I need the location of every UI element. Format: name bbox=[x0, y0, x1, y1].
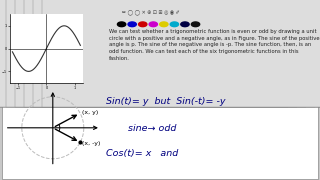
FancyBboxPatch shape bbox=[0, 0, 315, 107]
FancyBboxPatch shape bbox=[15, 0, 320, 107]
Text: Figure: Trig function - Even or Odd function: Figure: Trig function - Even or Odd func… bbox=[13, 87, 98, 91]
Text: sine→ odd: sine→ odd bbox=[128, 124, 176, 133]
FancyBboxPatch shape bbox=[24, 0, 320, 107]
FancyBboxPatch shape bbox=[33, 0, 320, 107]
Text: Cos(t)= x   and: Cos(t)= x and bbox=[106, 149, 178, 158]
FancyBboxPatch shape bbox=[42, 0, 320, 107]
Circle shape bbox=[149, 22, 157, 27]
Text: Sin(t)= y  but  Sin(-t)= -y: Sin(t)= y but Sin(-t)= -y bbox=[106, 97, 225, 106]
FancyBboxPatch shape bbox=[6, 0, 320, 107]
Circle shape bbox=[170, 22, 179, 27]
FancyBboxPatch shape bbox=[0, 0, 297, 107]
Text: We can test whether a trigonometric function is even or odd by drawing a unit ci: We can test whether a trigonometric func… bbox=[109, 29, 319, 61]
Text: (x, -y): (x, -y) bbox=[82, 141, 100, 146]
FancyBboxPatch shape bbox=[0, 0, 306, 107]
Circle shape bbox=[191, 22, 200, 27]
Circle shape bbox=[181, 22, 189, 27]
Circle shape bbox=[117, 22, 126, 27]
Text: (x, y): (x, y) bbox=[82, 110, 98, 115]
FancyBboxPatch shape bbox=[0, 0, 288, 107]
FancyBboxPatch shape bbox=[0, 0, 320, 107]
Circle shape bbox=[139, 22, 147, 27]
Text: ✏ ◯ ◯ ✕ ⊕ ⊡ ⊞ ◎ ◉ ✐: ✏ ◯ ◯ ✕ ⊕ ⊡ ⊞ ◎ ◉ ✐ bbox=[122, 11, 179, 16]
Circle shape bbox=[128, 22, 136, 27]
Circle shape bbox=[160, 22, 168, 27]
FancyBboxPatch shape bbox=[2, 1, 318, 179]
FancyBboxPatch shape bbox=[240, 1, 318, 32]
